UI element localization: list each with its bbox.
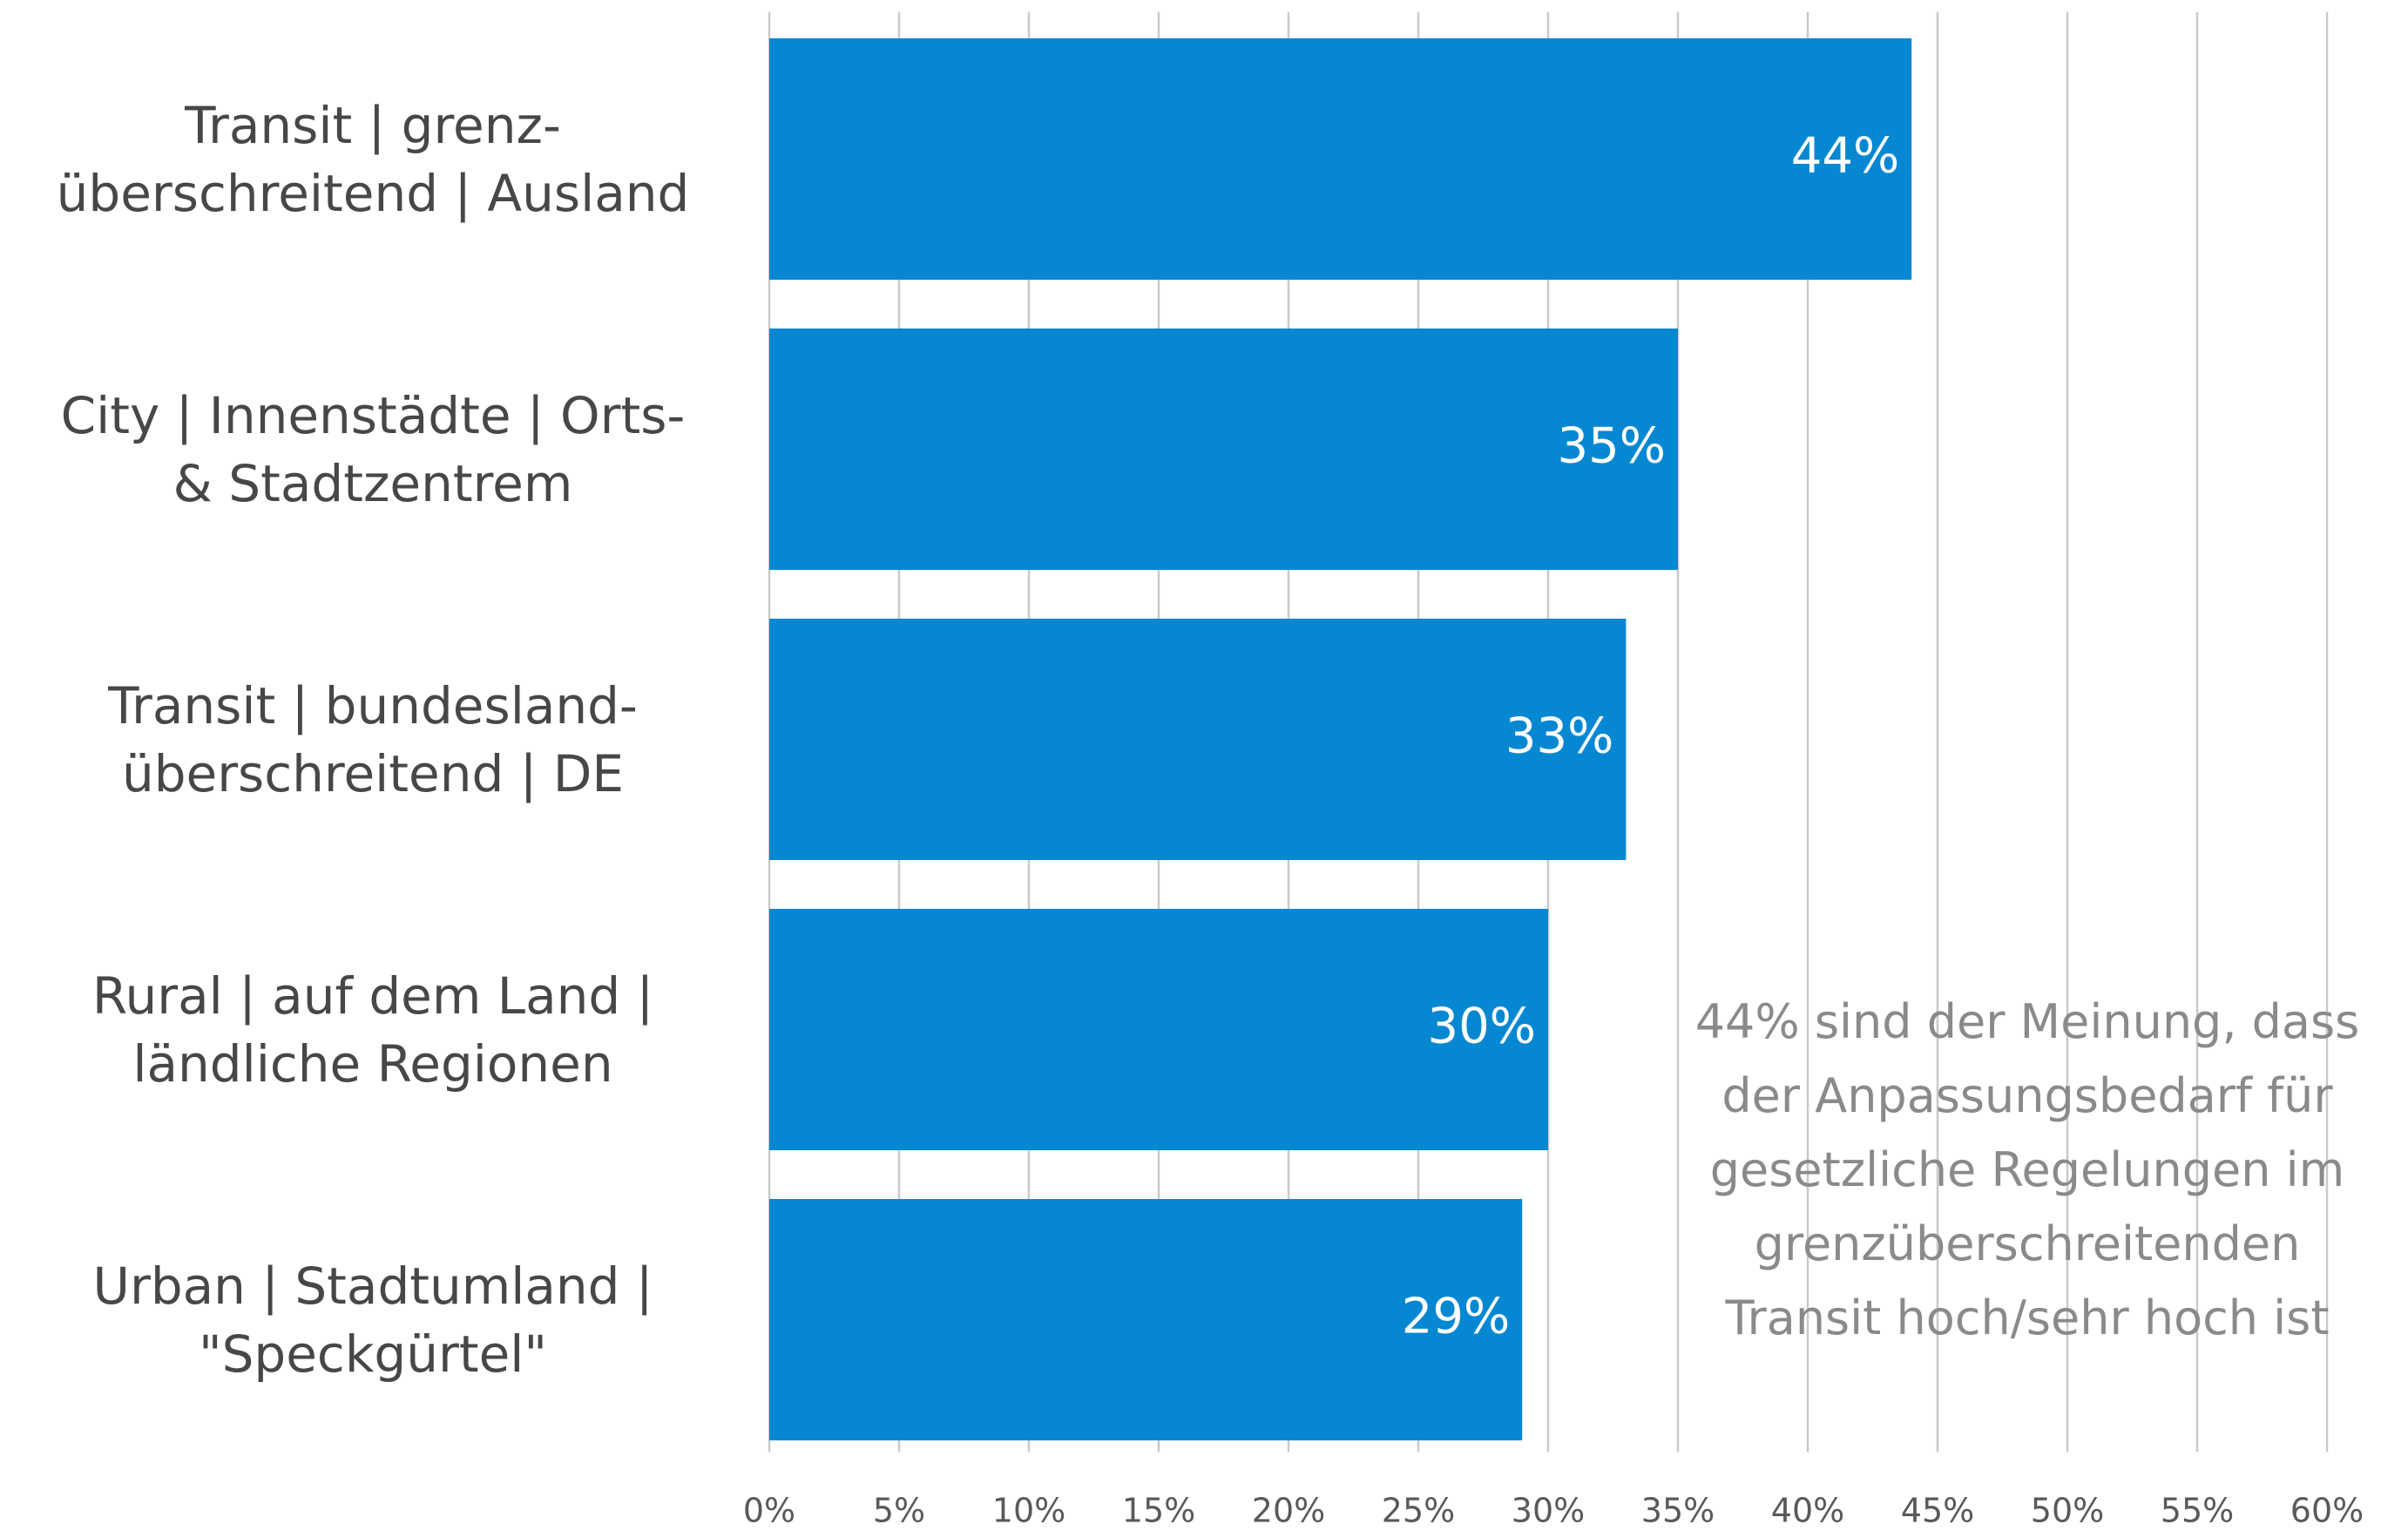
- bar: [769, 619, 1627, 860]
- value-label: 44%: [1791, 128, 1899, 185]
- x-tick-label: 5%: [873, 1492, 925, 1530]
- bar: [769, 38, 1912, 280]
- annotation: 44% sind der Meinung, dass der Anpassung…: [1694, 994, 2360, 1345]
- bar: [769, 1199, 1523, 1440]
- value-label: 33%: [1505, 708, 1613, 765]
- x-tick-label: 15%: [1122, 1492, 1195, 1530]
- y-tick-label: Transit | bundesland- überschreitend | D…: [108, 675, 638, 803]
- x-tick-label: 25%: [1382, 1492, 1455, 1530]
- y-tick-label: Urban | Stadtumland | "Speckgürtel": [92, 1256, 653, 1384]
- x-tick-label: 45%: [1901, 1492, 1974, 1530]
- value-label: 35%: [1558, 418, 1666, 475]
- y-tick-label: Rural | auf dem Land | ländliche Regione…: [91, 965, 654, 1094]
- bar: [769, 329, 1678, 570]
- x-tick-label: 40%: [1771, 1492, 1844, 1530]
- value-label: 29%: [1402, 1289, 1510, 1345]
- bar: [769, 909, 1548, 1150]
- x-tick-label: 0%: [743, 1492, 795, 1530]
- x-tick-label: 20%: [1252, 1492, 1325, 1530]
- value-label: 30%: [1428, 999, 1536, 1055]
- y-tick-label: City | Innenstädte | Orts- & Stadtzentre…: [60, 385, 686, 513]
- x-tick-label: 10%: [992, 1492, 1065, 1530]
- x-tick-label: 55%: [2161, 1492, 2234, 1530]
- y-tick-label: Transit | grenz- überschreitend | Auslan…: [56, 95, 690, 223]
- x-tick-label: 50%: [2031, 1492, 2104, 1530]
- x-tick-label: 60%: [2290, 1492, 2364, 1530]
- x-tick-label: 30%: [1512, 1492, 1585, 1530]
- x-tick-label: 35%: [1641, 1492, 1715, 1530]
